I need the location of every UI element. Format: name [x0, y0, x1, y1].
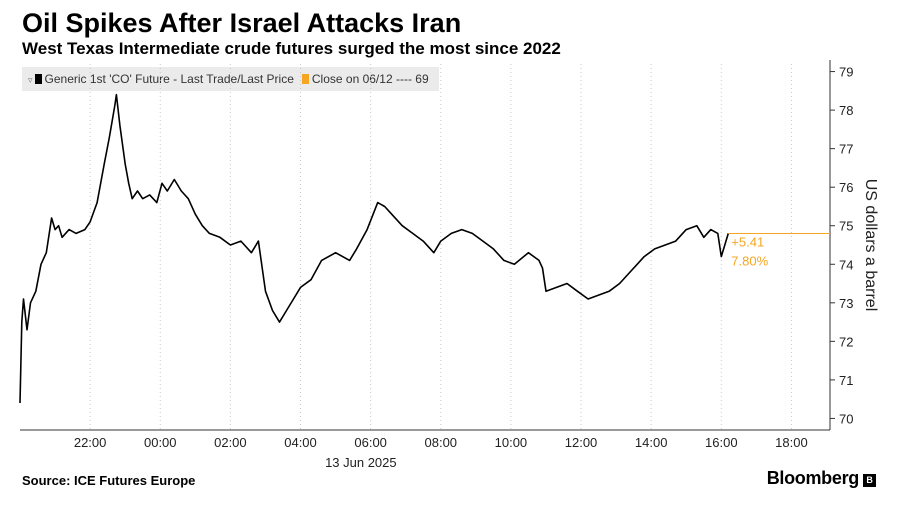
- y-tick-label: 73: [839, 296, 853, 311]
- change-pct-label: 7.80%: [731, 253, 768, 268]
- plot-area: [19, 93, 830, 404]
- x-tick-label: 22:00: [74, 435, 107, 450]
- legend-item-close[interactable]: Close on 06/12 ---- 69: [301, 72, 429, 86]
- y-tick-label: 74: [839, 257, 853, 272]
- y-axis-label: US dollars a barrel: [862, 179, 879, 312]
- y-tick-label: 72: [839, 334, 853, 349]
- series-line: [19, 93, 730, 404]
- y-tick-label: 70: [839, 411, 853, 426]
- chart-subtitle: West Texas Intermediate crude futures su…: [22, 39, 561, 58]
- x-tick-label: 10:00: [495, 435, 528, 450]
- x-tick-label: 02:00: [214, 435, 247, 450]
- pin-icon: ▿: [28, 75, 33, 85]
- x-tick-label: 00:00: [144, 435, 177, 450]
- legend: ▿ Generic 1st 'CO' Future - Last Trade/La…: [22, 67, 439, 91]
- y-tick-label: 76: [839, 180, 853, 195]
- legend-close-label: Close on 06/12 ---- 69: [311, 72, 429, 86]
- brand-mark-icon: B: [863, 474, 876, 487]
- grid: [89, 64, 792, 430]
- y-tick-label: 77: [839, 142, 853, 157]
- series-swatch: [34, 74, 42, 84]
- y-tick-label: 71: [839, 373, 853, 388]
- source-note: Source: ICE Futures Europe: [22, 473, 196, 488]
- y-tick-label: 78: [839, 103, 853, 118]
- change-abs-label: +5.41: [731, 234, 764, 249]
- y-tick-label: 75: [839, 219, 853, 234]
- x-tick-label: 12:00: [565, 435, 598, 450]
- x-tick-label: 16:00: [705, 435, 738, 450]
- brand-name: Bloomberg: [766, 468, 860, 488]
- x-tick-label: 14:00: [635, 435, 668, 450]
- date-label: 13 Jun 2025: [325, 455, 397, 470]
- chart-title: Oil Spikes After Israel Attacks Iran: [22, 8, 462, 38]
- x-tick-label: 06:00: [354, 435, 387, 450]
- close-swatch: [301, 74, 309, 84]
- bloomberg-logo: Bloomberg B: [767, 468, 876, 489]
- y-tick-label: 79: [839, 65, 853, 80]
- x-tick-label: 04:00: [284, 435, 317, 450]
- axes: [20, 60, 835, 431]
- legend-series-label: Generic 1st 'CO' Future - Last Trade/Las…: [44, 72, 294, 86]
- x-tick-label: 08:00: [425, 435, 458, 450]
- legend-item-series[interactable]: ▿ Generic 1st 'CO' Future - Last Trade/La…: [28, 72, 294, 86]
- axis-labels: 22:00 00:00 02:00 04:00 06:00 08:00 10:00 12:00…: [74, 65, 879, 470]
- x-tick-label: 18:00: [775, 435, 808, 450]
